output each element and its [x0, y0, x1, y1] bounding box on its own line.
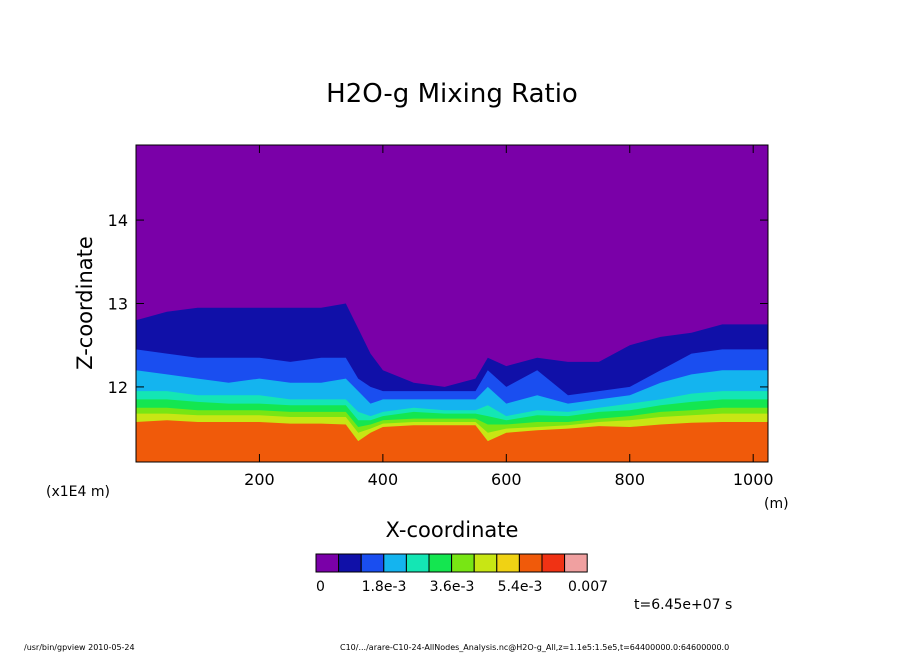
footer-left: /usr/bin/gpview 2010-05-24: [24, 643, 135, 652]
y-tick-label: 14: [108, 211, 128, 230]
colorbar-label: 3.6e-3: [430, 579, 475, 595]
band-8: [136, 420, 768, 462]
colorbar-swatch: [405, 553, 430, 573]
x-tick-label: 400: [368, 470, 399, 489]
colorbar: [315, 553, 588, 573]
x-tick-label: 800: [614, 470, 645, 489]
y-axis: 12 13 14: [108, 211, 768, 397]
colorbar-swatch: [518, 553, 543, 573]
y-axis-label: Z-coordinate: [73, 236, 97, 370]
colorbar-swatch: [428, 553, 453, 573]
x-axis-label: X-coordinate: [386, 518, 519, 542]
colorbar-swatch: [473, 553, 498, 573]
colorbar-swatch: [315, 553, 340, 573]
colorbar-swatch: [564, 553, 588, 573]
colorbar-swatch: [360, 553, 385, 573]
time-label: t=6.45e+07 s: [634, 597, 732, 613]
colorbar-labels: 0 1.8e-3 3.6e-3 5.4e-3 0.007: [316, 579, 608, 595]
x-tick-label: 200: [244, 470, 275, 489]
colorbar-label: 1.8e-3: [362, 579, 407, 595]
x-axis-unit: (m): [764, 496, 789, 512]
colorbar-swatch: [338, 553, 362, 573]
colorbar-swatch: [383, 553, 407, 573]
colorbar-label: 5.4e-3: [498, 579, 543, 595]
colorbar-swatch: [496, 553, 520, 573]
colorbar-swatch: [541, 553, 566, 573]
chart-title: H2O-g Mixing Ratio: [326, 79, 578, 109]
x-axis: 200 400 600 800 1000: [244, 145, 774, 489]
y-tick-label: 12: [108, 378, 128, 397]
colorbar-swatch: [451, 553, 475, 573]
plot-area: [136, 145, 768, 462]
footer-right: C10/.../arare-C10-24-AllNodes_Analysis.n…: [340, 643, 729, 652]
colorbar-label: 0.007: [568, 579, 608, 595]
x-tick-label: 1000: [733, 470, 774, 489]
x-tick-label: 600: [491, 470, 522, 489]
y-axis-unit: (x1E4 m): [46, 484, 110, 500]
y-tick-label: 13: [108, 295, 128, 314]
colorbar-label: 0: [316, 579, 325, 595]
